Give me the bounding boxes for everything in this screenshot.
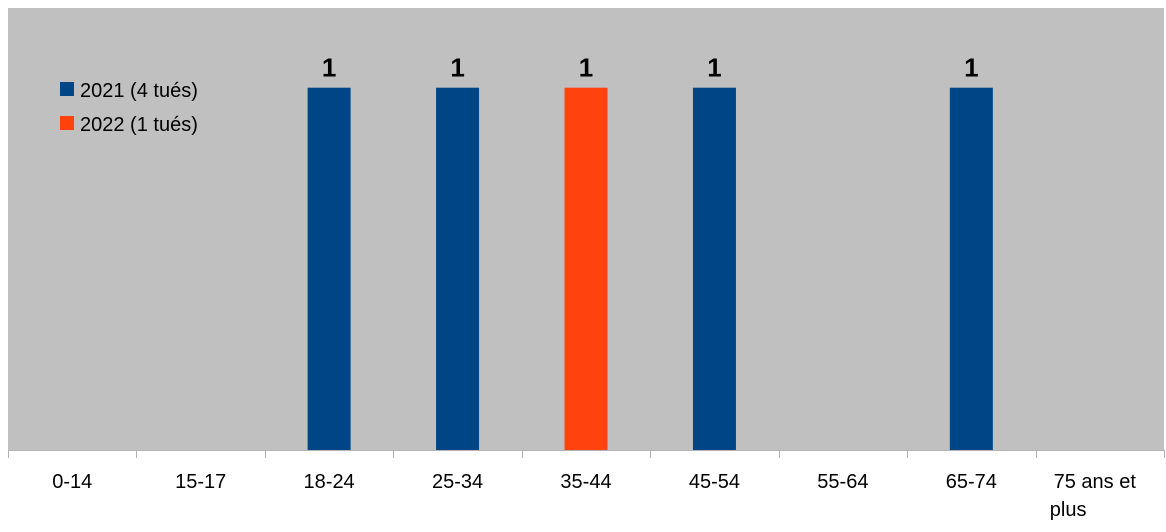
- legend-label-2022: 2022 (1 tués): [80, 114, 198, 136]
- data-label-18-24: 1: [322, 53, 336, 83]
- bars-layer: [307, 87, 993, 450]
- legend: 2021 (4 tués) 2022 (1 tués): [60, 80, 198, 136]
- legend-swatch-2021: [60, 82, 74, 96]
- bar-2021-4-tu-s-18-24: [307, 87, 351, 450]
- data-label-45-54: 1: [707, 53, 721, 83]
- data-labels-layer: 1 1 1 1 1: [322, 53, 979, 83]
- x-tick-label-0-14: 0-14: [52, 471, 92, 493]
- bar-2021-4-tu-s-65-74: [949, 87, 993, 450]
- legend-label-2021: 2021 (4 tués): [80, 80, 198, 102]
- x-tick-label-65-74: 65-74: [946, 471, 997, 493]
- x-tick-label-75-ans-et-plus: 75 ans et plus: [1050, 471, 1137, 521]
- data-label-25-34: 1: [450, 53, 464, 83]
- x-tick-label-25-34: 25-34: [432, 471, 483, 493]
- x-tick-label-45-54: 45-54: [689, 471, 740, 493]
- data-label-65-74: 1: [964, 53, 978, 83]
- bar-2021-4-tu-s-25-34: [436, 87, 480, 450]
- bar-2022-1-tu-s-35-44: [564, 87, 608, 450]
- x-tick-label-35-44: 35-44: [560, 471, 611, 493]
- bar-2021-4-tu-s-45-54: [692, 87, 736, 450]
- x-tick-label-18-24: 18-24: [304, 471, 355, 493]
- x-axis: 0-14 15-17 18-24 25-34 35-44 45-54 55-64 65-74 7…: [8, 450, 1165, 521]
- legend-swatch-2022: [60, 116, 74, 130]
- x-tick-label-55-64: 55-64: [817, 471, 868, 493]
- data-label-35-44: 1: [579, 53, 593, 83]
- x-tick-label-15-17: 15-17: [175, 471, 226, 493]
